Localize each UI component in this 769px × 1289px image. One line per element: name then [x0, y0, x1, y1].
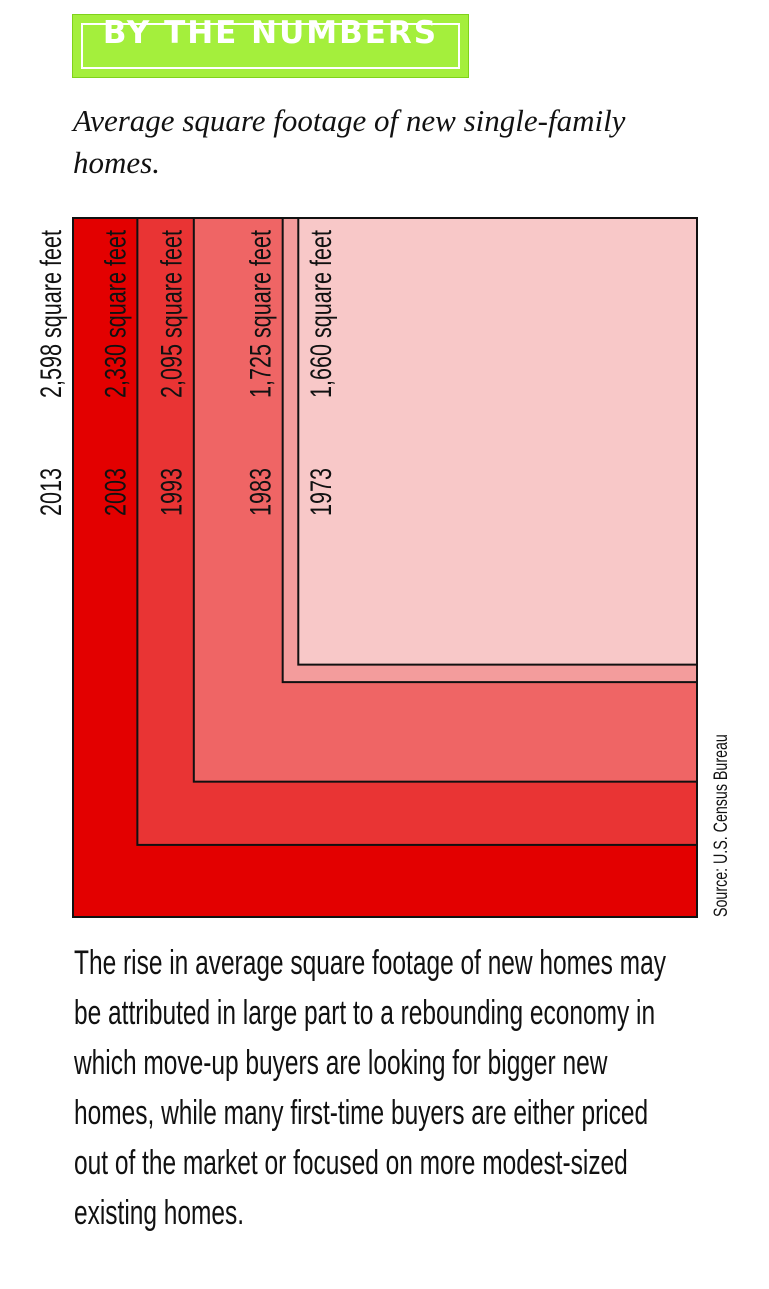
value-label: 1,725 square feet	[243, 229, 277, 398]
subtitle: Average square footage of new single-fam…	[73, 103, 626, 180]
year-label: 2003	[98, 468, 132, 516]
year-label: 1983	[243, 468, 277, 516]
year-label: 2013	[33, 468, 67, 516]
body-text: The rise in average square footage of ne…	[74, 944, 666, 1232]
year-label: 1993	[154, 468, 188, 516]
value-label: 2,095 square feet	[154, 229, 188, 398]
value-label: 2,598 square feet	[33, 229, 67, 398]
year-label: 1973	[304, 468, 338, 516]
badge-border	[81, 23, 460, 69]
value-label: 1,660 square feet	[304, 229, 338, 398]
title: BY THE NUMBERS	[102, 15, 439, 51]
badge: BY THE NUMBERS	[72, 14, 469, 78]
area-rect	[297, 217, 698, 666]
source: Source: U.S. Census Bureau	[710, 734, 731, 917]
value-label: 2,330 square feet	[98, 229, 132, 398]
